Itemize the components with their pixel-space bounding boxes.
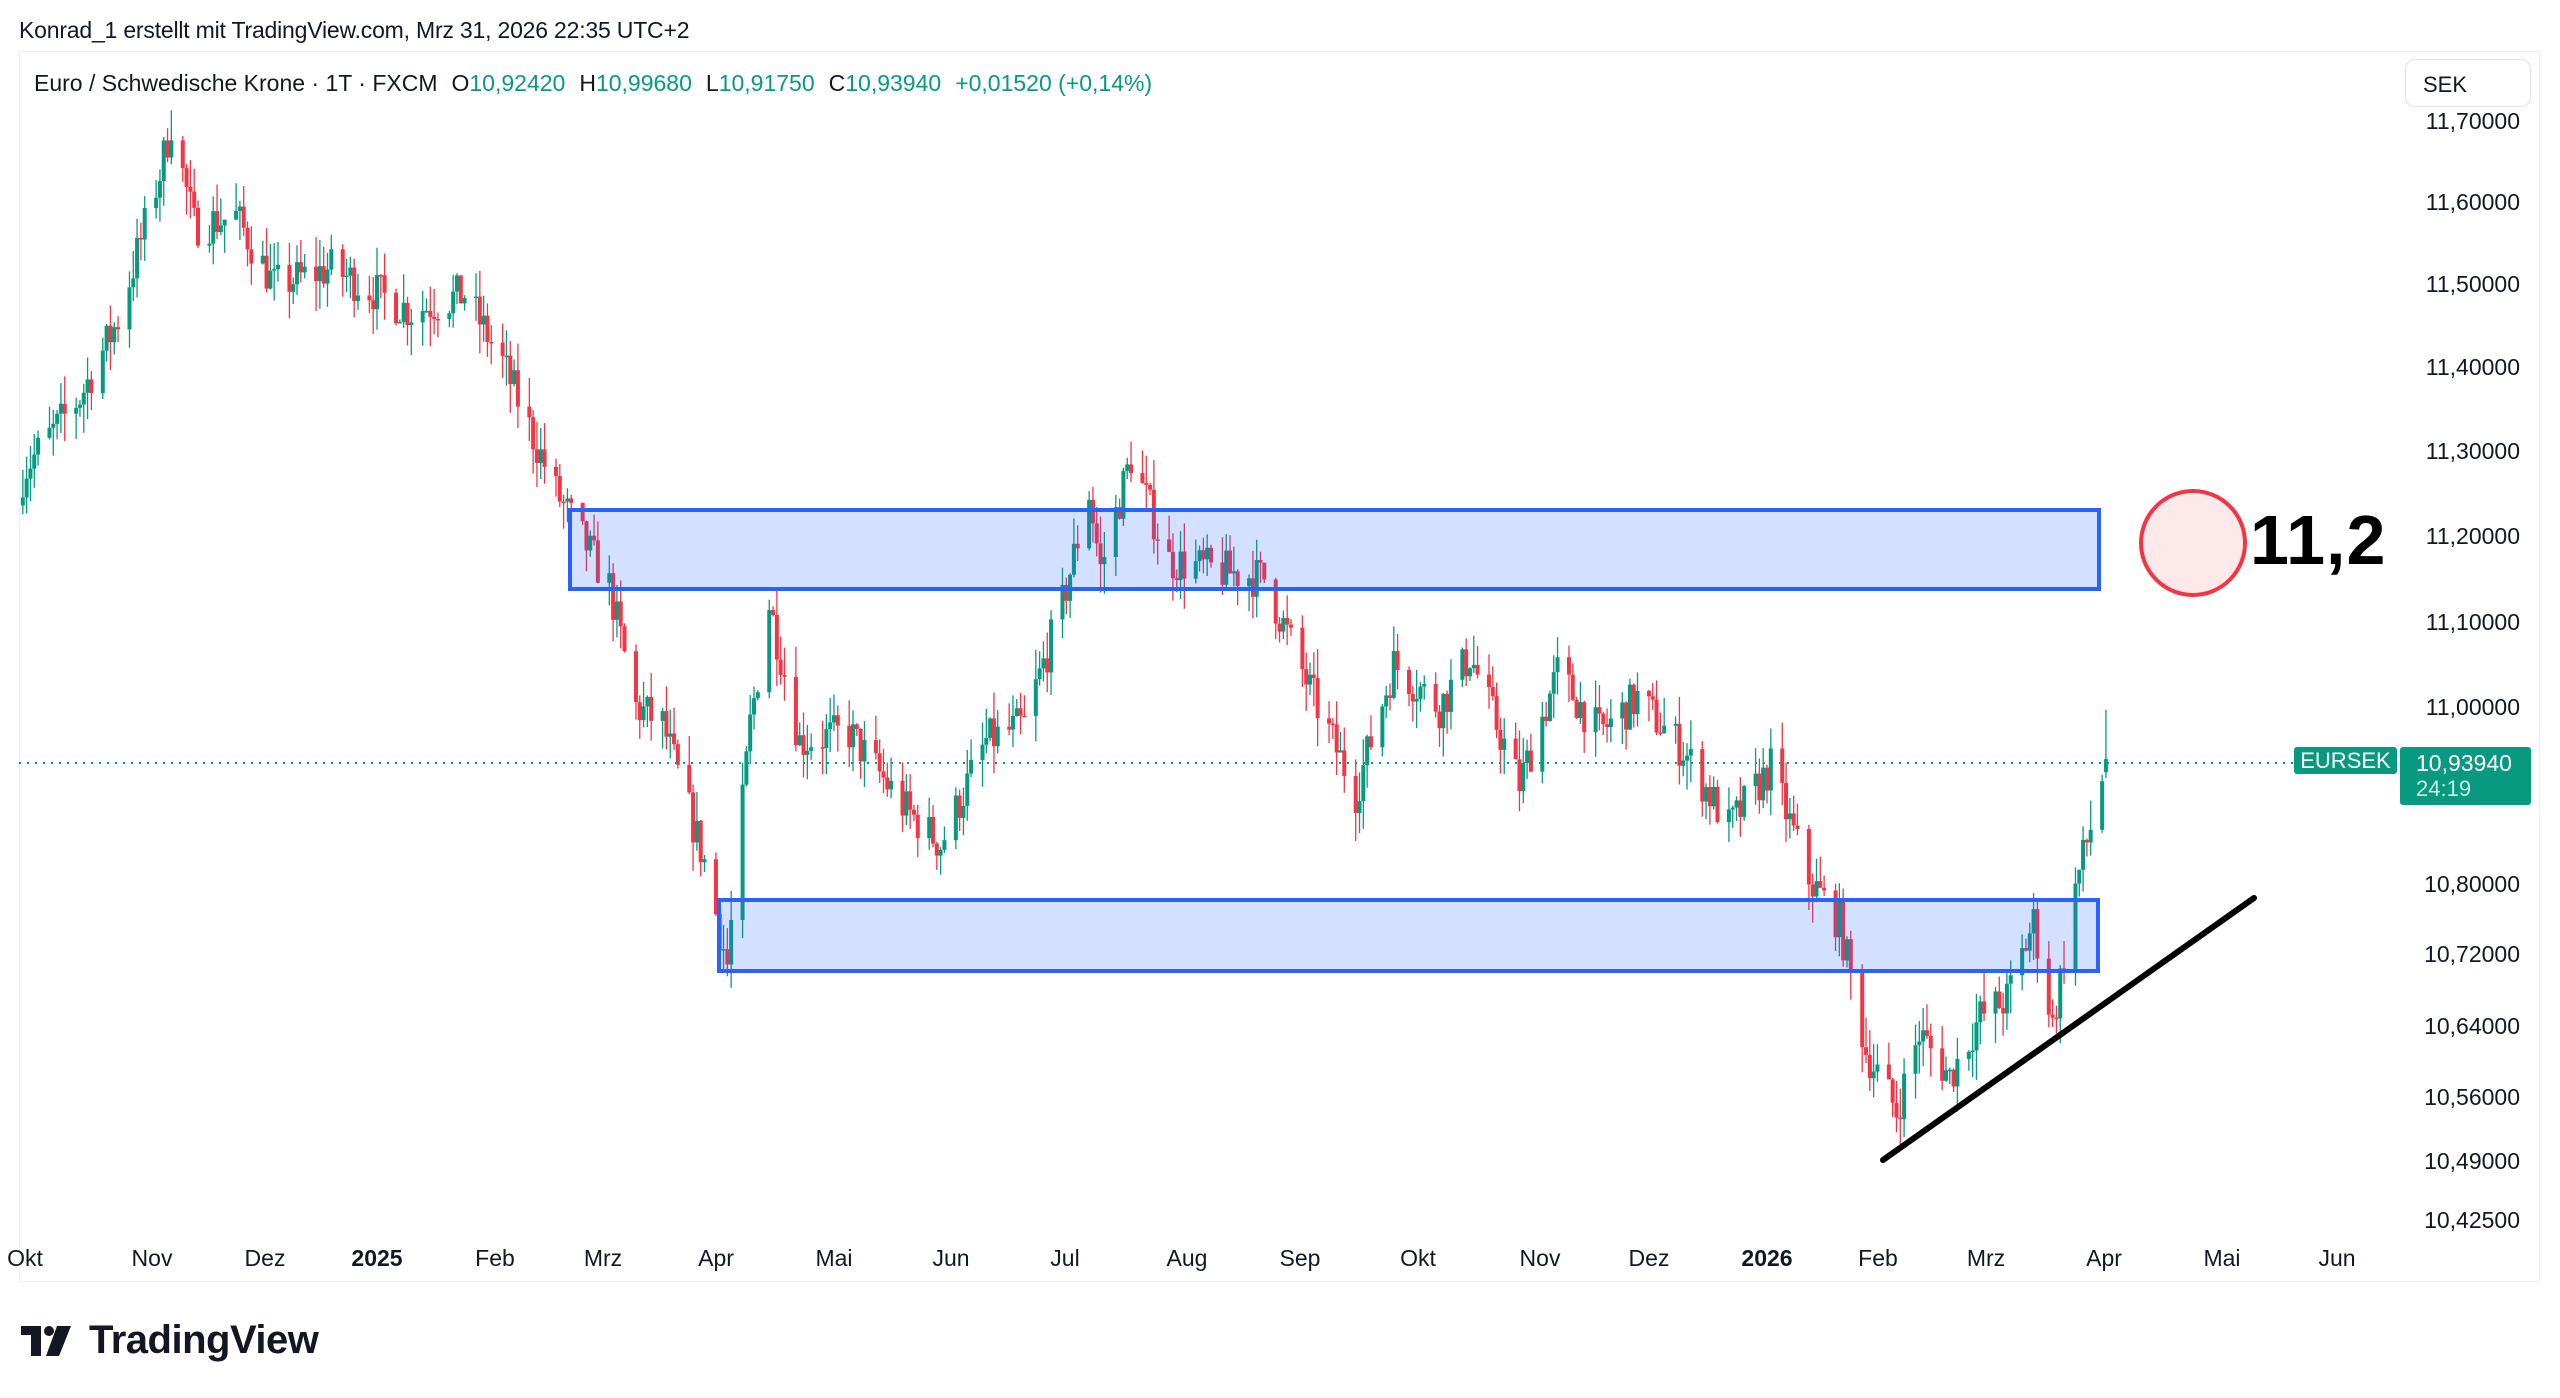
change-value: +0,01520 (+0,14%) (955, 70, 1153, 96)
target-annotation-text[interactable]: 11,2 (2250, 501, 2387, 579)
tradingview-wordmark: TradingView (89, 1318, 319, 1362)
currency-button[interactable]: SEK (2405, 59, 2531, 107)
chart-credit: Konrad_1 erstellt mit TradingView.com, M… (19, 17, 690, 43)
last-price-value: 10,93940 (2416, 750, 2512, 776)
time-tick-label: 2025 (351, 1245, 403, 1271)
price-tick-label: 11,40000 (2425, 354, 2520, 380)
price-tick-label: 11,10000 (2425, 609, 2520, 635)
time-tick-label: Nov (1519, 1245, 1561, 1271)
time-tick-label: Feb (1858, 1245, 1898, 1271)
time-tick-label: Mai (2203, 1245, 2241, 1271)
time-tick-label: Jul (1050, 1245, 1080, 1271)
price-tick-label: 10,64000 (2424, 1013, 2520, 1039)
symbol-legend: Euro / Schwedische Krone · 1T · FXCM O 1… (34, 70, 1152, 97)
time-tick-label: Mai (815, 1245, 853, 1271)
time-tick-label: Aug (1166, 1245, 1208, 1271)
last-price-label: 10,93940 24:19 (2400, 747, 2531, 805)
time-tick-label: Apr (2086, 1245, 2122, 1271)
price-tick-label: 10,42500 (2424, 1207, 2520, 1233)
price-tick-label: 11,00000 (2425, 694, 2520, 720)
chart-frame[interactable] (19, 51, 2540, 1282)
time-tick-label: Dez (244, 1245, 286, 1271)
price-tick-label: 10,72000 (2424, 941, 2520, 967)
price-tick-label: 11,30000 (2425, 438, 2520, 464)
time-tick-label: Apr (698, 1245, 734, 1271)
close-label: C (828, 70, 846, 96)
time-tick-label: Jun (2318, 1245, 2356, 1271)
high-value: 10,99680 (595, 70, 692, 96)
time-tick-label: Dez (1628, 1245, 1670, 1271)
bar-countdown: 24:19 (2416, 776, 2472, 801)
price-tick-label: 10,56000 (2424, 1084, 2520, 1110)
high-label: H (579, 70, 596, 96)
price-tick-label: 11,60000 (2425, 189, 2520, 215)
time-tick-label: Mrz (583, 1245, 623, 1271)
close-value: 10,93940 (845, 70, 942, 96)
price-tick-label: 11,70000 (2425, 108, 2520, 134)
candles-layer (20, 110, 2108, 1147)
time-tick-label: Feb (475, 1245, 515, 1271)
price-tick-label: 10,80000 (2424, 871, 2520, 897)
open-value: 10,92420 (469, 70, 566, 96)
time-tick-label: Mrz (1966, 1245, 2006, 1271)
price-tick-label: 11,20000 (2425, 523, 2520, 549)
symbol-title: Euro / Schwedische Krone · 1T · FXCM (34, 70, 438, 96)
open-label: O (451, 70, 470, 96)
low-value: 10,91750 (718, 70, 815, 96)
time-tick-label: Nov (131, 1245, 173, 1271)
price-tick-label: 10,49000 (2424, 1148, 2520, 1174)
price-tick-label: 11,50000 (2425, 271, 2520, 297)
target-circle-marker[interactable] (2139, 489, 2247, 597)
symbol-price-label: EURSEK (2294, 747, 2397, 774)
time-tick-label: Sep (1279, 1245, 1321, 1271)
tradingview-logo[interactable]: TradingView (21, 1318, 319, 1363)
time-tick-label: Okt (7, 1245, 43, 1271)
time-tick-label: Okt (1400, 1245, 1436, 1271)
tradingview-logo-icon (21, 1325, 71, 1356)
support-zone[interactable] (717, 898, 2100, 973)
time-tick-label: 2026 (1741, 1245, 1793, 1271)
resistance-zone[interactable] (568, 508, 2101, 591)
low-label: L (705, 70, 719, 96)
time-tick-label: Jun (932, 1245, 970, 1271)
trendline[interactable] (1880, 895, 2257, 1163)
